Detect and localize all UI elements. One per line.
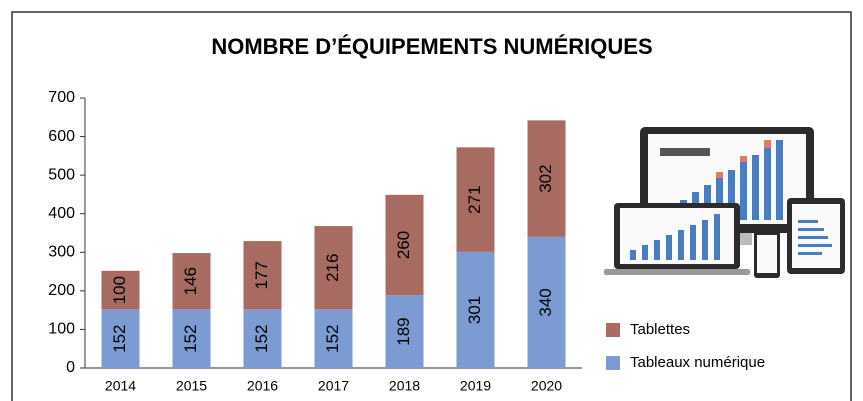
- x-tick-label: 2017: [318, 378, 349, 394]
- value-label: 152: [181, 324, 200, 352]
- x-tick-label: 2019: [460, 378, 491, 394]
- legend-swatch: [606, 356, 620, 370]
- legend-swatch: [606, 323, 620, 337]
- bar-segment: [456, 147, 495, 252]
- y-tick-label: 500: [48, 166, 75, 183]
- x-tick-label: 2014: [105, 378, 136, 394]
- bar-segment: [101, 270, 140, 310]
- bar-segment: [172, 253, 211, 310]
- bar-segment: [385, 194, 424, 296]
- bar-segment: [314, 309, 353, 368]
- bar-segment: [172, 309, 211, 368]
- legend-label: Tableaux numérique: [630, 354, 765, 371]
- value-label: 152: [323, 324, 342, 352]
- y-tick-label: 600: [48, 128, 75, 145]
- value-label: 152: [110, 324, 129, 352]
- y-tick-label: 100: [48, 321, 75, 338]
- chart-title: NOMBRE D’ÉQUIPEMENTS NUMÉRIQUES: [211, 34, 652, 59]
- bar-segment: [243, 309, 282, 368]
- y-tick-label: 300: [48, 244, 75, 261]
- x-tick-label: 2020: [531, 378, 562, 394]
- value-label: 189: [394, 317, 413, 345]
- value-label: 302: [536, 164, 555, 192]
- value-label: 152: [252, 324, 271, 352]
- value-label: 340: [536, 288, 555, 316]
- bar-segment: [101, 309, 140, 368]
- bar-segment: [385, 295, 424, 368]
- value-label: 271: [465, 185, 484, 213]
- value-label: 146: [181, 267, 200, 295]
- x-tick-label: 2015: [176, 378, 207, 394]
- x-tick-label: 2018: [389, 378, 420, 394]
- value-label: 260: [394, 231, 413, 259]
- y-tick-label: 400: [48, 205, 75, 222]
- legend-label: Tablettes: [630, 321, 690, 338]
- frame: [11, 11, 852, 401]
- value-label: 216: [323, 254, 342, 282]
- x-tick-label: 2016: [247, 378, 278, 394]
- devices-illustration: [604, 127, 845, 278]
- bar-segment: [527, 120, 566, 237]
- bar-segment: [314, 226, 353, 310]
- bar-segment: [527, 236, 566, 368]
- bar-segment: [243, 241, 282, 310]
- y-tick-label: 200: [48, 282, 75, 299]
- y-tick-label: 700: [48, 89, 75, 106]
- value-label: 100: [110, 276, 129, 304]
- y-tick-label: 0: [66, 359, 75, 376]
- value-label: 177: [252, 261, 271, 289]
- value-label: 301: [465, 296, 484, 324]
- bar-segment: [456, 251, 495, 368]
